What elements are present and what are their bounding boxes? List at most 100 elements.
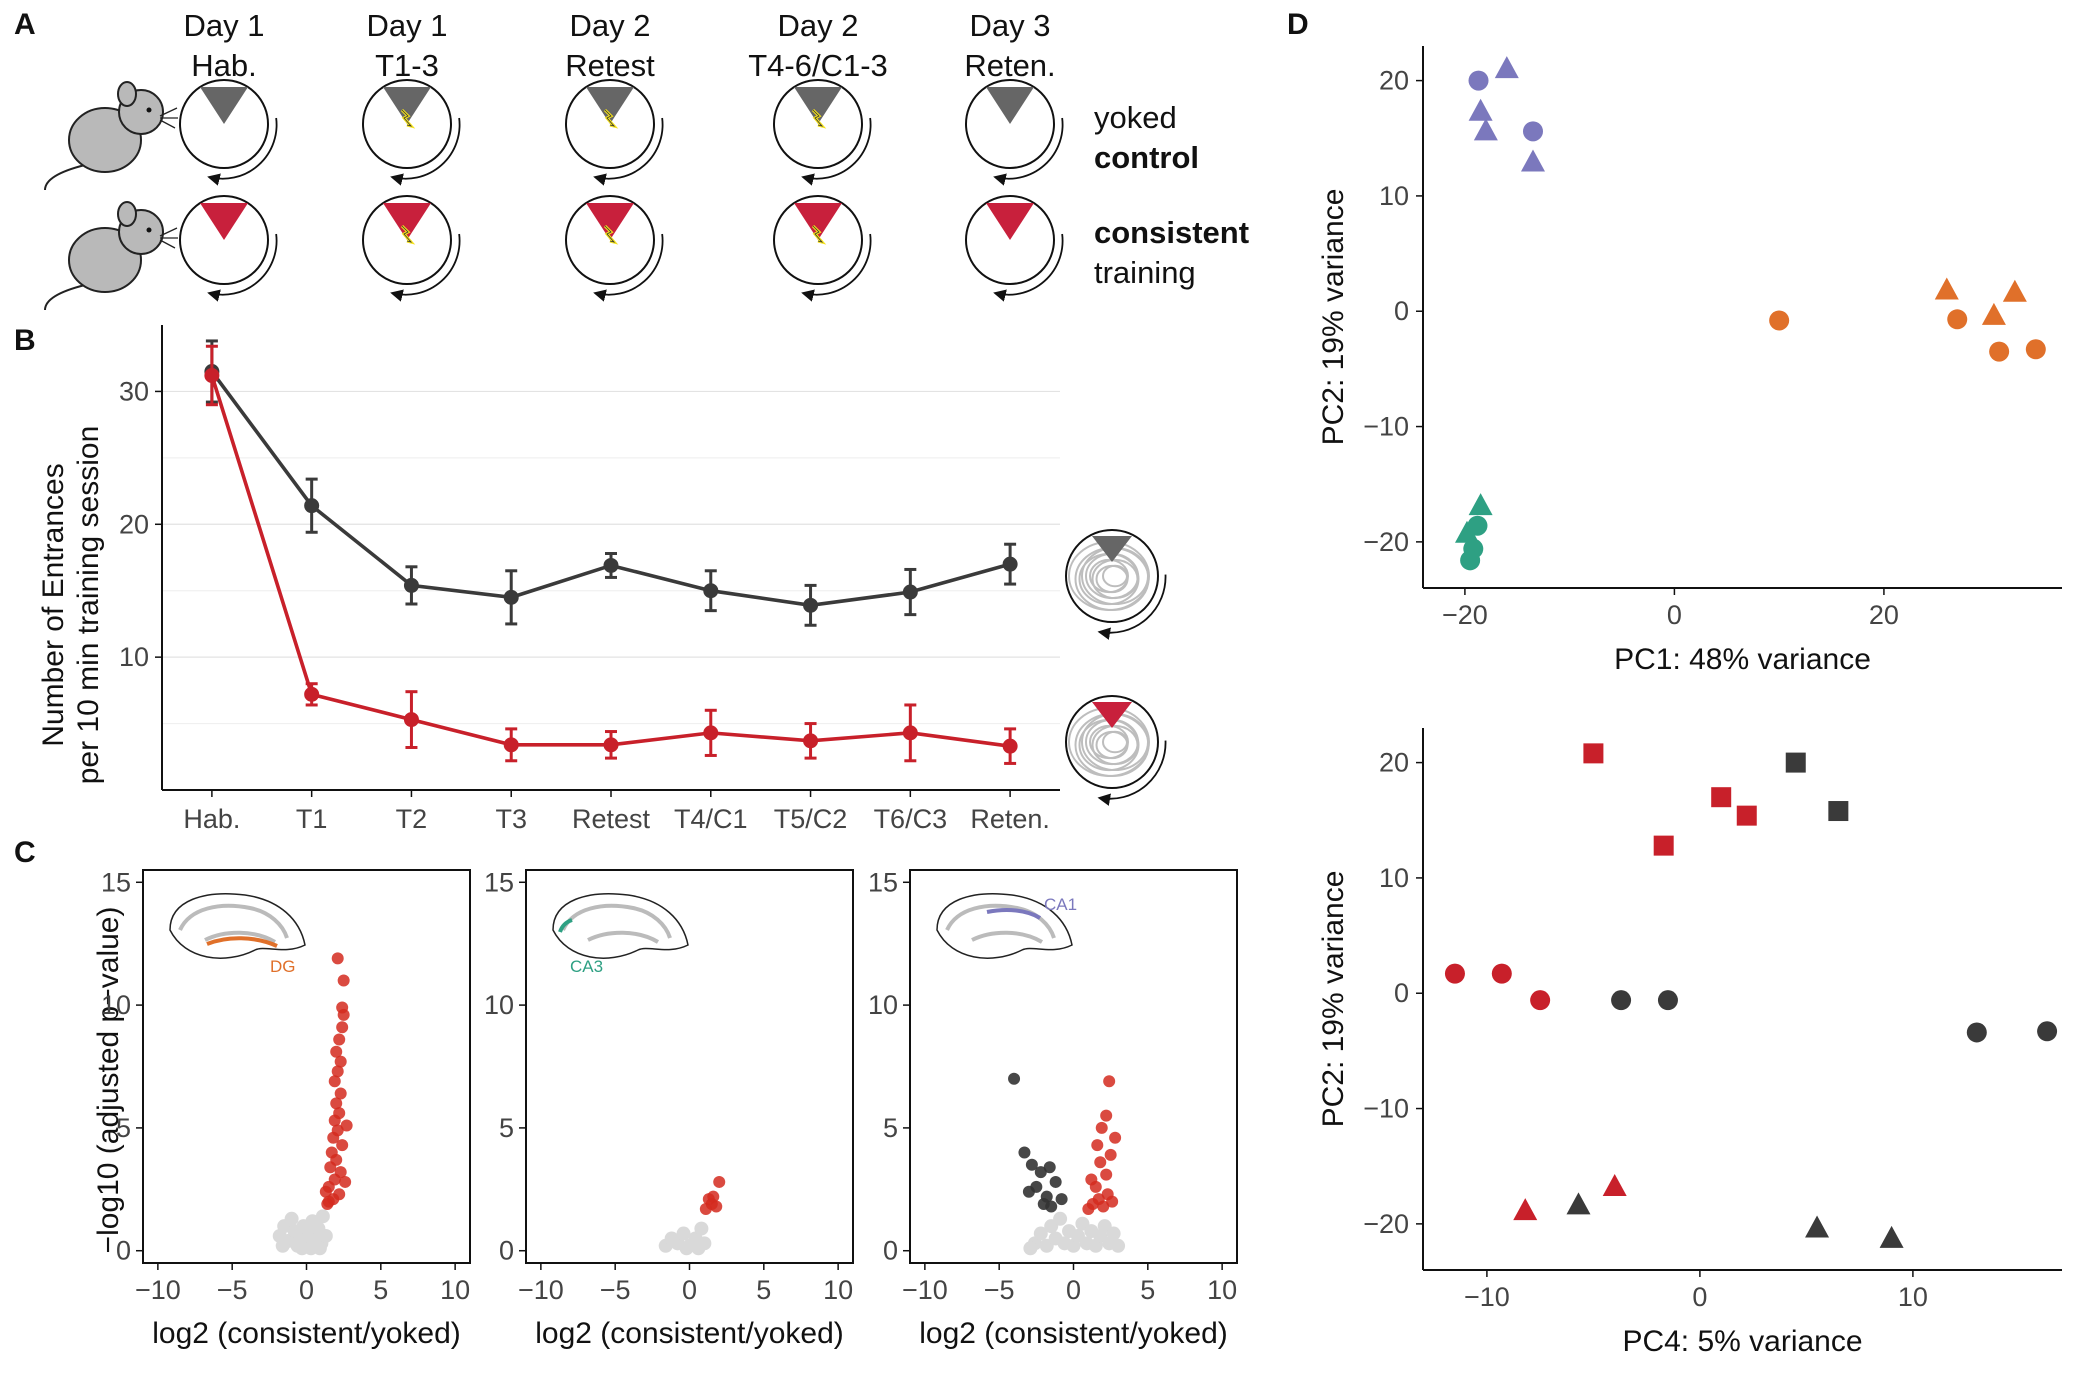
shock-zone-wedge: [794, 203, 842, 240]
c-ytick-label: 10: [101, 990, 131, 1020]
b-data-point: [503, 737, 519, 753]
c-point-up: [336, 1001, 349, 1014]
b-xtick-label: Hab.: [183, 804, 240, 834]
c-xtick-label: −5: [600, 1275, 631, 1305]
dg-highlight: [206, 936, 278, 948]
hippocampus-layer: [178, 903, 289, 939]
c-point-down: [1037, 1198, 1050, 1211]
c-plot-CA1: −10 −5 0 5 10 0 5 10 15 log2 (consistent/yoked) CA…: [868, 867, 1238, 1350]
d-point-triangle: [1879, 1225, 1904, 1248]
c-point-up: [325, 1146, 338, 1159]
d-point-circle: [1467, 515, 1488, 536]
session-name-label: Reten.: [964, 48, 1055, 83]
b-xtick-label: T3: [495, 804, 527, 834]
c-point-up: [336, 1021, 349, 1034]
c-point-up: [1085, 1173, 1098, 1186]
d-point-circle: [1491, 963, 1512, 984]
d-point-triangle: [1981, 302, 2006, 325]
c-point-up: [340, 1119, 353, 1132]
b-data-point: [803, 733, 819, 749]
session-name-label: Hab.: [191, 48, 256, 83]
c-point-up: [319, 1185, 332, 1198]
hippocampus-layer: [587, 930, 660, 944]
c-ytick-label: 15: [101, 867, 131, 897]
session-day-label: Day 2: [778, 8, 859, 43]
shock-zone-wedge: [200, 87, 248, 124]
c-ytick-label: 15: [868, 867, 898, 897]
c-point-up: [330, 1097, 343, 1110]
session-day-label: Day 1: [184, 8, 265, 43]
c-plot-DG: −10 −5 0 5 10 0 5 10 15 log2 (consistent/yoked) DG: [101, 867, 471, 1350]
d-ytick-label: 20: [1379, 748, 1409, 778]
c-point-up: [1100, 1168, 1113, 1181]
shock-bolt-outline: [604, 109, 616, 127]
session-day-label: Day 1: [367, 8, 448, 43]
c-point-down: [1055, 1193, 1068, 1206]
c-point-up: [1091, 1139, 1104, 1152]
shock-zone-wedge: [200, 203, 248, 240]
b-axes: 10 20 30 Hab. T1 T2 T3 Retest T4/C1 T5/C2 T6/C3 Ret…: [119, 325, 1060, 834]
hippocampus-icon: CA1: [936, 893, 1077, 959]
d-ylabel: PC2: 19% variance: [1317, 871, 1350, 1128]
d-point-triangle: [1513, 1198, 1538, 1221]
d-point-square: [1583, 743, 1604, 764]
rotation-arrow-icon: [993, 117, 1064, 186]
d-point-square: [1736, 805, 1757, 826]
c-point-nonsig: [318, 1228, 333, 1243]
rotation-arrow-icon: [801, 233, 872, 302]
c-point-up: [331, 952, 344, 965]
c-xtick-label: −10: [518, 1275, 564, 1305]
c-point-up: [334, 1166, 347, 1179]
panel-c-volcano-plots: −log10 (adjusted p−value) −10 −5 0 5 10 0 5 10 1…: [92, 867, 1238, 1350]
c-point-down: [1018, 1146, 1031, 1159]
d-point-circle: [2025, 339, 2046, 360]
hippocampus-icon: CA3: [552, 893, 689, 976]
mouse-icon: [44, 81, 178, 191]
b-ytick-label: 20: [119, 509, 149, 539]
c-point-nonsig: [284, 1211, 299, 1226]
d-point-triangle: [1473, 118, 1498, 141]
d-point-circle: [1468, 70, 1489, 91]
d-point-square: [1828, 801, 1849, 822]
shock-zone-wedge: [986, 203, 1034, 240]
d-xtick-label: 0: [1667, 600, 1682, 630]
ca3-highlight: [558, 918, 573, 933]
panel-label-c: C: [14, 836, 36, 869]
d-xtick-label: 0: [1692, 1282, 1707, 1312]
d-point-square: [1785, 752, 1806, 773]
b-data-point: [603, 557, 619, 573]
session-name-label: Retest: [565, 48, 655, 83]
d-point-triangle: [2002, 279, 2027, 302]
control-label-yoked: yoked: [1094, 100, 1177, 135]
b-xtick-label: Retest: [572, 804, 651, 834]
region-label: DG: [270, 957, 296, 976]
c-xtick-label: −5: [217, 1275, 248, 1305]
b-ylabel-line2: per 10 min training session: [72, 426, 105, 785]
panel-label-a: A: [14, 8, 36, 41]
c-ytick-label: 5: [116, 1113, 131, 1143]
shock-bolt-outline: [401, 225, 413, 243]
c-point-up: [710, 1200, 723, 1213]
hippocampus-layer: [204, 930, 277, 944]
b-ylabel-line1: Number of Entrances: [37, 463, 70, 746]
c-point-nonsig: [315, 1209, 330, 1224]
d-point-square: [1653, 835, 1674, 856]
hippocampus-layer: [971, 930, 1044, 944]
c-point-nonsig: [1106, 1226, 1121, 1241]
d-point-circle: [2037, 1021, 2058, 1042]
b-xtick-label: T5/C2: [774, 804, 848, 834]
b-xtick-label: T4/C1: [674, 804, 748, 834]
rotation-arrow-icon: [207, 233, 278, 302]
c-point-up: [1100, 1109, 1113, 1122]
shock-zone-wedge: [986, 87, 1034, 124]
b-data-point: [902, 725, 918, 741]
b-ytick-label: 30: [119, 376, 149, 406]
rotation-arrow-icon: [993, 233, 1064, 302]
d-xtick-label: −20: [1442, 600, 1488, 630]
mouse-ear: [117, 201, 137, 227]
d-point-triangle: [1805, 1215, 1830, 1238]
c-ytick-label: 5: [499, 1113, 514, 1143]
c-point-up: [330, 1045, 343, 1058]
b-data-point: [1002, 556, 1018, 572]
d-xtick-label: 20: [1869, 600, 1899, 630]
